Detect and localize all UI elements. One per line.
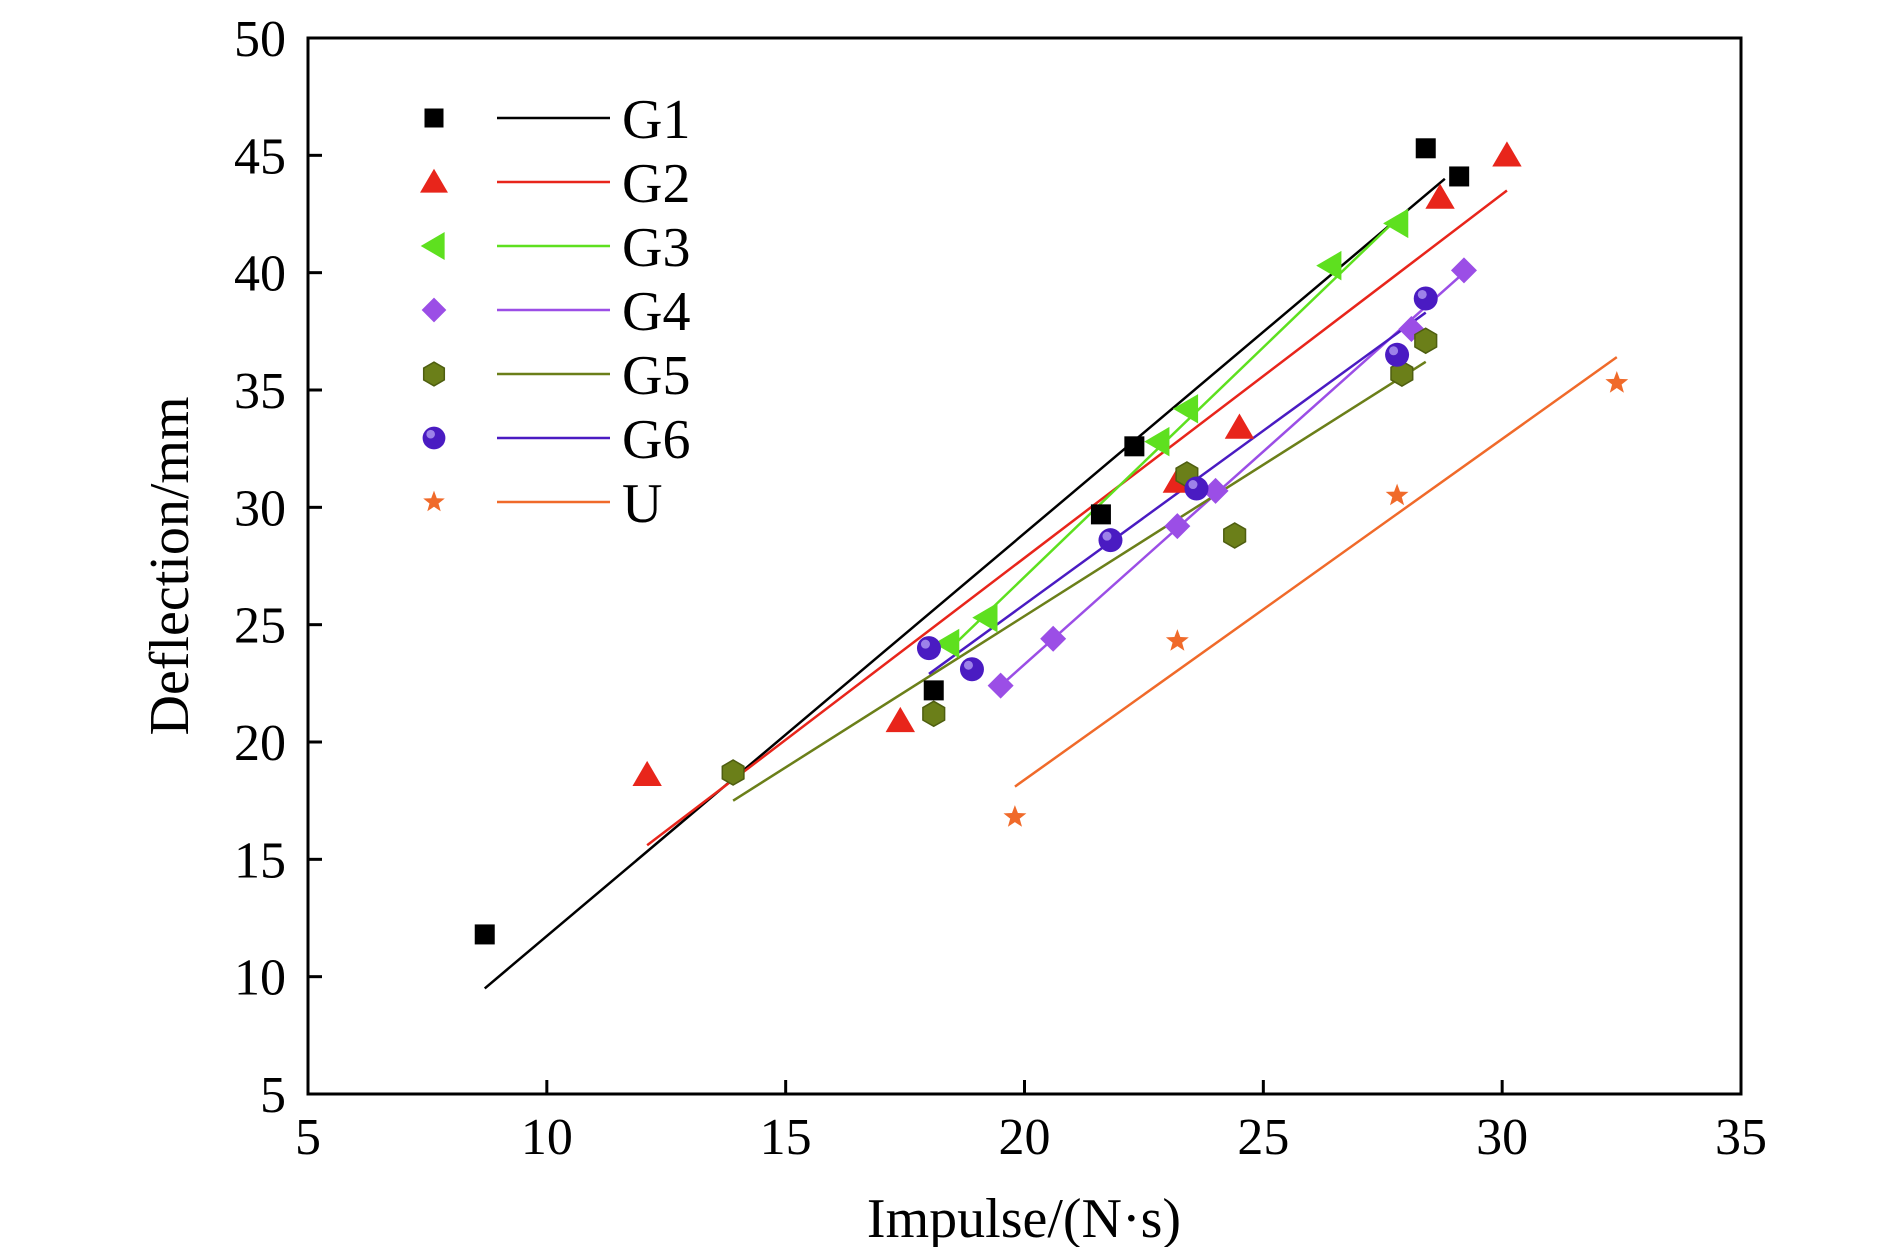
x-tick-label: 35 <box>1715 1109 1767 1166</box>
legend-label-G4: G4 <box>622 281 690 343</box>
point-G2 <box>1425 183 1455 209</box>
fit-line-G6 <box>928 311 1427 675</box>
x-axis-label: Impulse/(N·s) <box>867 1188 1181 1247</box>
point-G5 <box>1390 360 1414 387</box>
point-G1 <box>474 924 495 945</box>
point-G5 <box>1223 522 1247 549</box>
point-U <box>1385 483 1409 506</box>
legend-label-G3: G3 <box>622 217 690 279</box>
point-G6 <box>1184 476 1209 501</box>
legend-marker-G4 <box>421 297 447 323</box>
point-G5 <box>1414 327 1438 355</box>
point-G4 <box>1202 477 1229 504</box>
point-G1 <box>1449 166 1470 187</box>
legend-marker-U <box>423 490 445 512</box>
point-G5 <box>721 759 745 786</box>
point-G1 <box>1415 138 1436 159</box>
point-G3 <box>1144 426 1170 457</box>
x-tick-label: 20 <box>999 1109 1051 1166</box>
fit-line-G3 <box>947 217 1398 652</box>
point-U <box>1605 371 1629 393</box>
legend-marker-G1 <box>424 108 444 128</box>
y-tick-label: 30 <box>234 480 286 537</box>
point-G2 <box>885 706 916 733</box>
legend-marker-G5 <box>422 361 446 387</box>
point-G2 <box>632 760 662 787</box>
point-G3 <box>1383 208 1409 239</box>
fit-line-G2 <box>646 189 1508 847</box>
point-G6 <box>1413 286 1438 311</box>
legend-label-G1: G1 <box>622 89 690 151</box>
point-G3 <box>972 602 998 633</box>
y-tick-label: 20 <box>234 715 286 772</box>
legend-label-G6: G6 <box>622 409 690 471</box>
x-tick-label: 30 <box>1476 1109 1528 1166</box>
point-G4 <box>1450 257 1477 284</box>
point-U <box>1165 629 1189 651</box>
y-tick-label: 25 <box>234 598 286 655</box>
plot-frame <box>306 36 1743 1096</box>
point-G4 <box>1040 625 1067 652</box>
point-U <box>1003 805 1027 827</box>
fit-line-U <box>1014 356 1618 788</box>
point-G2 <box>1224 413 1255 439</box>
x-axis: 5 10 15 20 25 30 35 <box>295 1080 1767 1166</box>
point-G3 <box>1172 394 1199 424</box>
legend-label-U: U <box>622 473 662 535</box>
y-axis-label: Deflection/mm <box>139 396 201 735</box>
data-points <box>474 138 1629 945</box>
x-tick-label: 25 <box>1237 1109 1289 1166</box>
point-G4 <box>1164 513 1191 540</box>
y-tick-label: 5 <box>260 1067 286 1124</box>
y-tick-label: 10 <box>234 950 286 1007</box>
point-G3 <box>934 628 960 659</box>
fit-line-G1 <box>483 177 1446 990</box>
legend-marker-G2 <box>420 168 448 193</box>
x-tick-label: 15 <box>760 1109 812 1166</box>
y-tick-label: 35 <box>234 363 286 420</box>
point-G6 <box>916 636 941 661</box>
legend-label-G5: G5 <box>622 345 690 407</box>
fit-line-G5 <box>732 360 1427 802</box>
point-G3 <box>1316 250 1342 281</box>
y-tick-label: 40 <box>234 246 286 303</box>
fit-lines <box>483 177 1618 990</box>
legend-marker-G6 <box>422 426 446 450</box>
point-G4 <box>987 672 1014 699</box>
legend-marker-G3 <box>420 232 445 260</box>
point-G1 <box>1124 436 1145 457</box>
point-G1 <box>1090 504 1111 525</box>
point-G6 <box>959 657 984 682</box>
point-G2 <box>1492 141 1522 167</box>
point-G5 <box>922 700 946 728</box>
legend-label-G2: G2 <box>622 153 690 215</box>
point-G6 <box>1098 528 1123 553</box>
point-G1 <box>923 680 944 701</box>
y-tick-label: 45 <box>234 128 286 185</box>
y-tick-label: 50 <box>234 11 286 68</box>
point-G6 <box>1385 342 1410 367</box>
x-tick-label: 5 <box>295 1109 321 1166</box>
y-tick-label: 15 <box>234 832 286 889</box>
x-tick-label: 10 <box>521 1109 573 1166</box>
y-axis: 5 10 15 20 25 30 35 40 45 50 <box>234 11 322 1124</box>
